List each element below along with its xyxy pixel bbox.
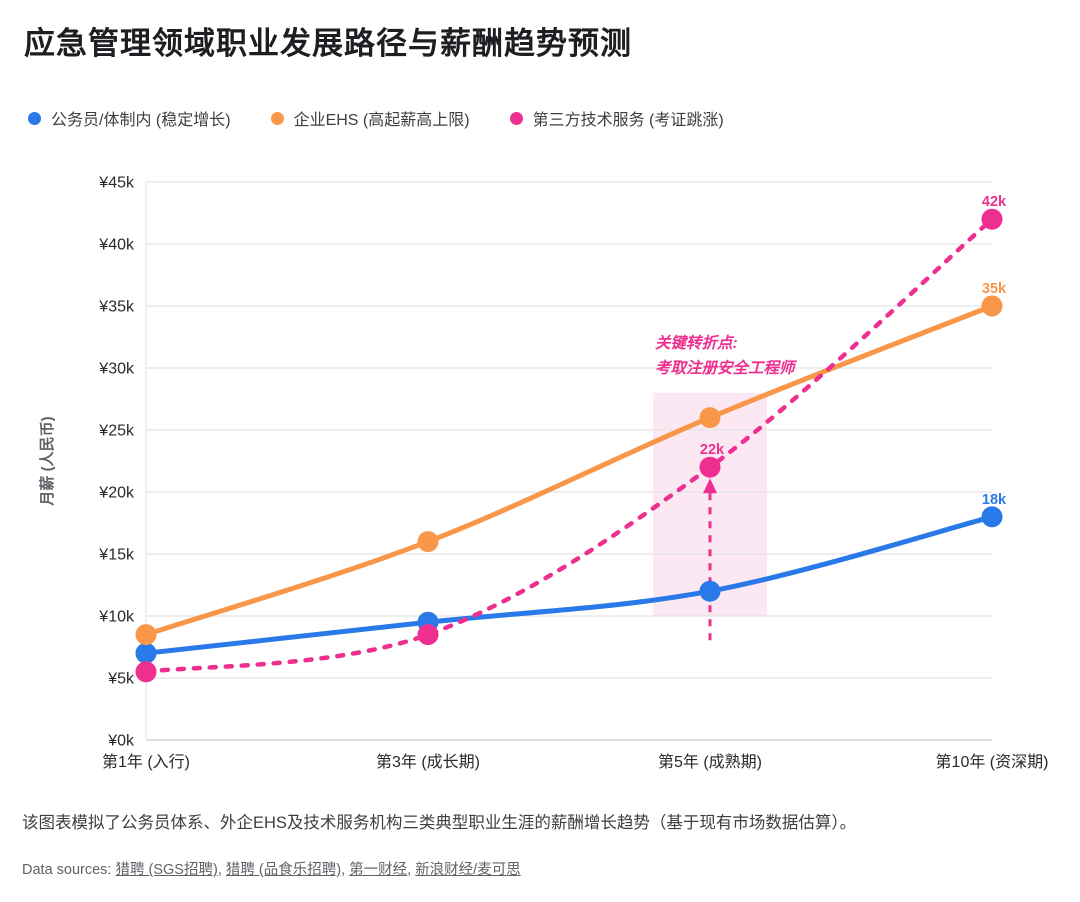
legend-label-civil-service: 公务员/体制内 (稳定增长) (51, 112, 231, 129)
data-point-enterprise-ehs[interactable] (981, 295, 1003, 317)
chart-description: 该图表模拟了公务员体系、外企EHS及技术服务机构三类典型职业生涯的薪酬增长趋势（… (22, 814, 857, 832)
series-line-civil-service (143, 514, 995, 656)
legend-dot-icon (270, 111, 284, 125)
y-tick-label: ¥30k (98, 361, 135, 378)
page-title: 应急管理领域职业发展路径与薪酬趋势预测 (24, 26, 632, 61)
data-point-third-party-tech[interactable] (699, 456, 721, 478)
data-point-enterprise-ehs[interactable] (135, 624, 157, 646)
legend-item-enterprise-ehs[interactable]: 企业EHS (高起薪高上限) (270, 106, 470, 130)
point-value-label: 18k (982, 492, 1007, 508)
data-sources: Data sources: 猎聘 (SGS招聘), 猎聘 (品食乐招聘), 第一… (22, 858, 521, 879)
legend-item-third-party-tech[interactable]: 第三方技术服务 (考证跳涨) (509, 106, 724, 130)
y-axis-title: 月薪 (人民币) (38, 416, 56, 506)
annotation-arrowhead-icon (703, 478, 717, 494)
data-point-third-party-tech[interactable] (981, 208, 1003, 230)
point-value-label: 42k (982, 194, 1007, 210)
data-point-enterprise-ehs[interactable] (699, 407, 721, 429)
x-tick-label: 第1年 (入行) (102, 753, 190, 771)
data-point-civil-service[interactable] (699, 580, 721, 602)
annotation-text-line: 关键转折点: (655, 334, 738, 352)
annotation-text-line: 考取注册安全工程师 (655, 359, 798, 377)
point-value-label: 22k (700, 442, 725, 458)
point-value-label: 35k (982, 281, 1007, 297)
data-sources-prefix: Data sources: (22, 862, 112, 878)
source-link[interactable]: 第一财经 (349, 862, 408, 878)
source-link[interactable]: 猎聘 (品食乐招聘) (225, 862, 342, 878)
y-tick-label: ¥40k (98, 237, 135, 254)
x-tick-label: 第3年 (成长期) (376, 753, 480, 771)
y-tick-label: ¥35k (98, 299, 135, 316)
y-tick-label: ¥45k (98, 175, 135, 192)
y-tick-label: ¥10k (98, 609, 135, 626)
legend-label-third-party-tech: 第三方技术服务 (考证跳涨) (532, 112, 724, 129)
y-tick-label: ¥20k (98, 485, 135, 502)
series-line-third-party-tech (143, 216, 995, 675)
x-tick-label: 第10年 (资深期) (936, 753, 1049, 771)
series-line-enterprise-ehs (143, 303, 995, 638)
source-link-list: 猎聘 (SGS招聘), 猎聘 (品食乐招聘), 第一财经, 新浪财经/麦可思 (115, 862, 521, 878)
legend-item-civil-service[interactable]: 公务员/体制内 (稳定增长) (28, 106, 231, 130)
legend-dot-icon (28, 111, 41, 125)
salary-trend-chart: ¥0k ¥5k ¥10k ¥15k ¥20k ¥25k ¥30k ¥35k ¥40k ¥45k 第1… (38, 175, 1049, 772)
source-link[interactable]: 新浪财经/麦可思 (415, 862, 521, 878)
legend-dot-icon (509, 111, 523, 125)
chart-legend: 公务员/体制内 (稳定增长) 企业EHS (高起薪高上限) 第三方技术服务 (考… (28, 106, 724, 130)
data-point-third-party-tech[interactable] (417, 624, 439, 646)
y-tick-label: ¥25k (98, 423, 135, 440)
y-tick-label: ¥15k (98, 547, 135, 564)
y-tick-label: ¥0k (107, 733, 135, 750)
data-point-civil-service[interactable] (135, 642, 157, 664)
data-point-third-party-tech[interactable] (135, 661, 157, 683)
data-point-enterprise-ehs[interactable] (417, 531, 439, 553)
legend-label-enterprise-ehs: 企业EHS (高起薪高上限) (293, 112, 470, 129)
source-link[interactable]: 猎聘 (SGS招聘) (115, 862, 218, 878)
y-tick-label: ¥5k (107, 671, 135, 688)
data-point-civil-service[interactable] (981, 506, 1003, 528)
x-tick-label: 第5年 (成熟期) (658, 753, 762, 771)
